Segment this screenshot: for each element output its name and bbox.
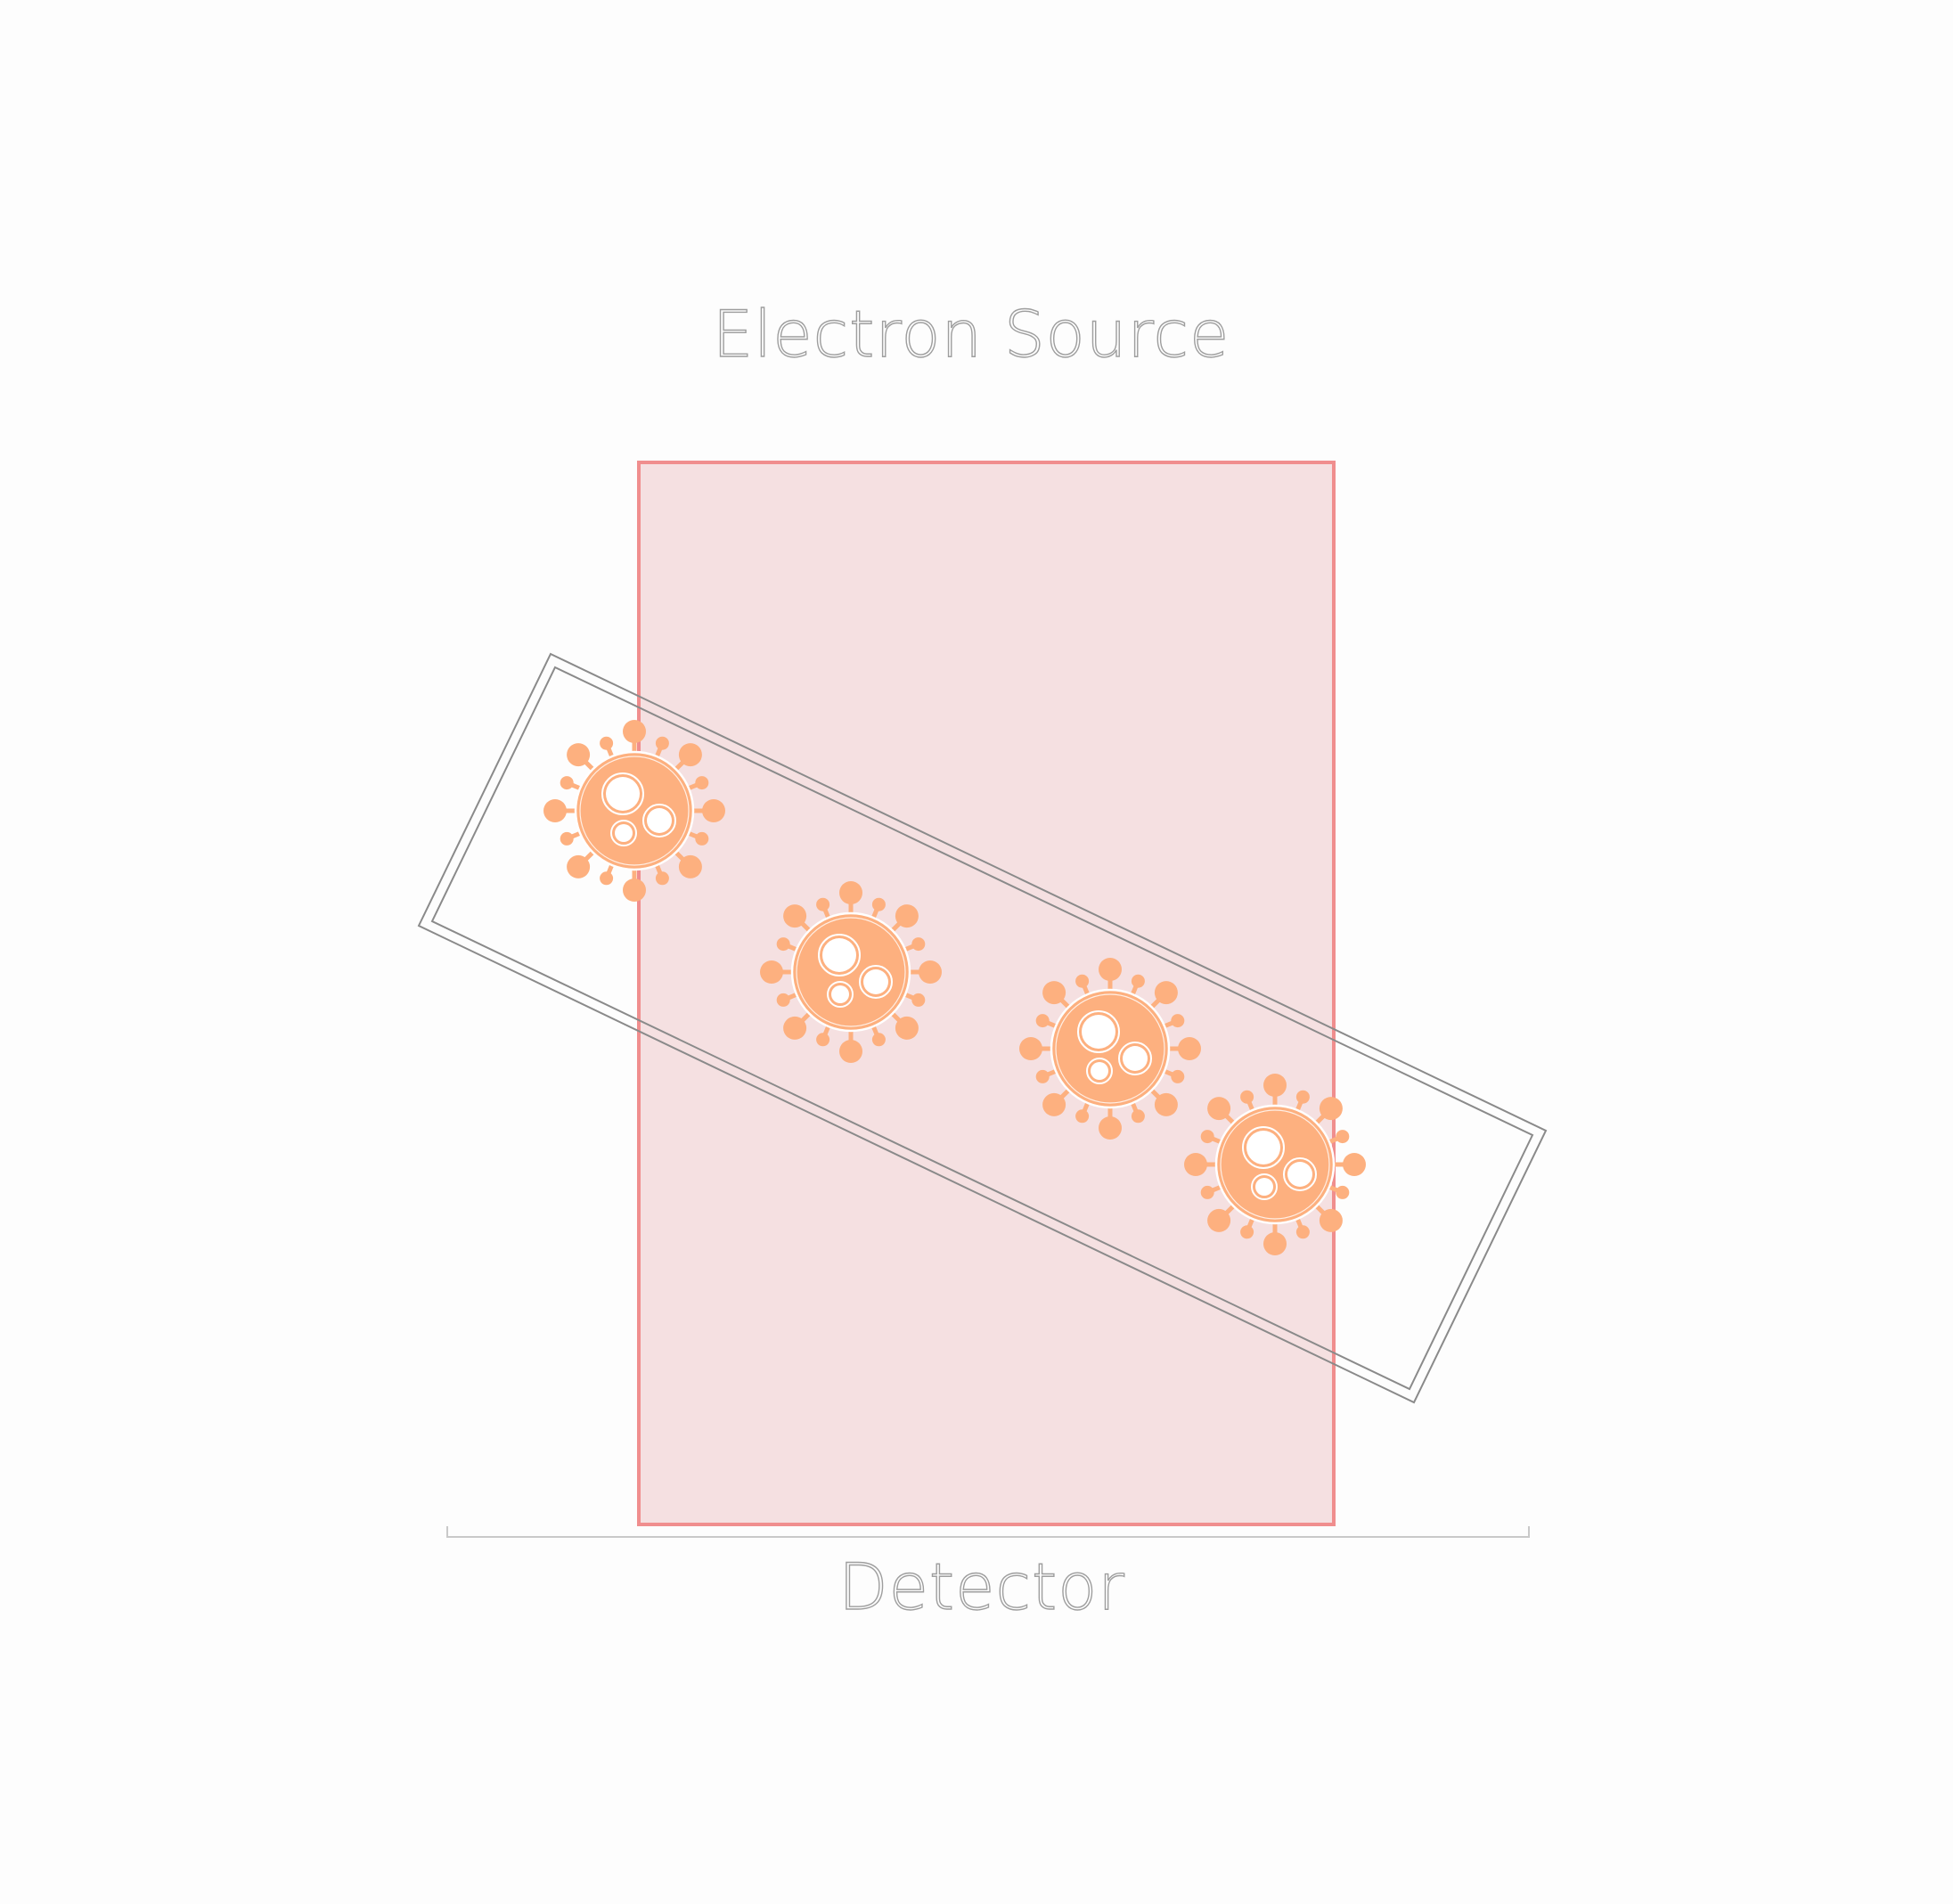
electron-source-label: Electron Source xyxy=(713,297,1230,372)
virus-icon xyxy=(760,881,942,1063)
virus-particles xyxy=(543,720,1366,1255)
virus-icon xyxy=(1184,1074,1366,1255)
virus-icon xyxy=(543,720,725,902)
detector-label: Detector xyxy=(838,1549,1125,1624)
virus-icon xyxy=(1019,958,1201,1140)
electron-beam xyxy=(637,461,1336,1526)
detector-bar xyxy=(446,1526,1530,1538)
tilted-specimen-slab xyxy=(417,652,1548,1404)
